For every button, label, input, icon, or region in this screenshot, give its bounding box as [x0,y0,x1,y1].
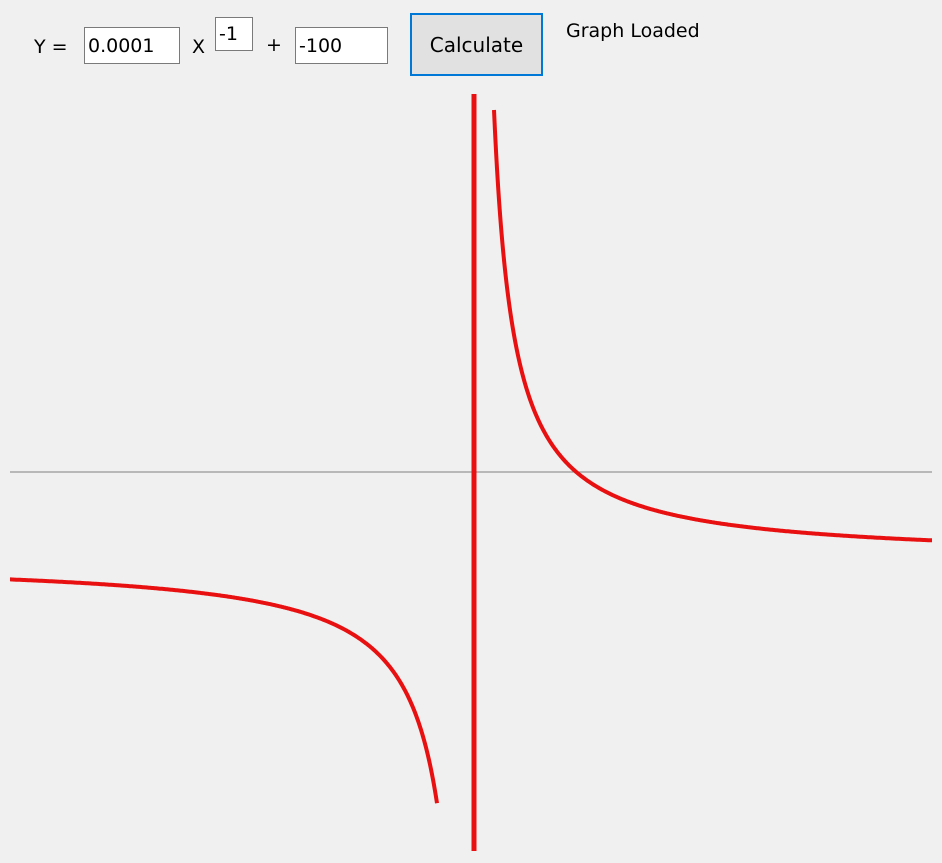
plus-label: + [266,34,282,56]
constant-input[interactable] [295,27,388,64]
y-equals-label: Y = [34,36,68,58]
status-label: Graph Loaded [566,20,700,42]
calculate-button[interactable]: Calculate [410,13,543,76]
coefficient-input[interactable] [84,27,180,64]
exponent-input[interactable] [215,17,253,51]
curve-branch-left [10,577,439,804]
curve-branch-right [492,109,932,543]
x-variable-label: X [192,36,206,58]
